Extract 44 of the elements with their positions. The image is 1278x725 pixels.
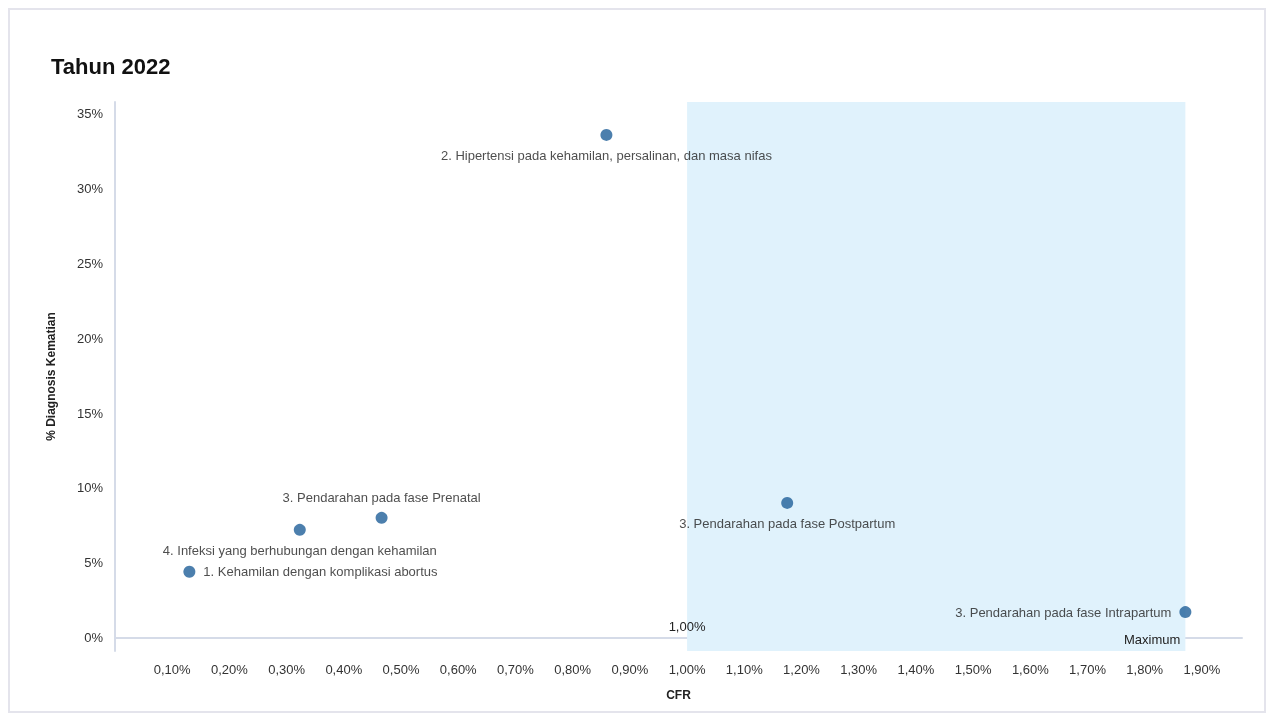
point [600, 128, 613, 141]
series-label: 2. Hipertensi pada kehamilan, persalinan, dan masa nifas [440, 147, 773, 163]
x-tick-label: 1,50% [954, 662, 992, 677]
x-tick-label: 0,60% [439, 662, 478, 677]
x-tick-label: 0,40% [325, 662, 363, 677]
x-tick-label: 0,10% [153, 662, 192, 677]
point [375, 511, 388, 524]
band-label: Maximum [1124, 632, 1181, 647]
chart-title: Tahun 2022 [51, 53, 171, 79]
x-tick-label: 0,50% [382, 662, 420, 677]
series-label: 3. Pendarahan pada fase Postpartum [679, 515, 896, 531]
y-tick-label: 35% [76, 106, 104, 122]
series-label: 3. Pendarahan pada fase Intrapartum [955, 604, 1172, 620]
x-tick-label: 1,40% [897, 662, 935, 677]
x-tick-label: 1,70% [1069, 662, 1107, 677]
x-tick-label: 0,90% [611, 662, 649, 677]
x-tick-label: 0,30% [268, 662, 306, 677]
point [1179, 606, 1192, 619]
y-axis-title: % Diagnosis Kematian [44, 312, 58, 441]
x-tick-label: 0,80% [554, 662, 592, 677]
point [183, 565, 196, 578]
point [781, 496, 794, 509]
y-tick-label: 10% [76, 480, 104, 496]
y-tick-label: 30% [76, 181, 104, 197]
series-label: 4. Infeksi yang berhubungan dengan kehamilan [162, 542, 437, 558]
annotation: 1,00% [668, 618, 706, 634]
x-tick-label: 0,20% [210, 662, 249, 677]
y-tick-label: 0% [84, 630, 104, 646]
x-tick-label: 1,80% [1126, 662, 1164, 677]
x-axis-title: CFR [666, 688, 692, 702]
x-tick-label: 1,20% [783, 662, 821, 677]
x-tick-label: 1,90% [1183, 662, 1221, 677]
x-tick-label: 1,00% [668, 662, 706, 677]
y-tick-label: 20% [76, 330, 104, 346]
x-tick-label: 1,30% [840, 662, 878, 677]
y-tick-label: 5% [84, 555, 104, 571]
x-tick-label: 1,60% [1011, 662, 1050, 677]
y-tick-label: 25% [76, 256, 104, 272]
x-tick-label: 0,70% [497, 662, 535, 677]
x-tick-label: 1,10% [725, 662, 764, 677]
series-label: 1. Kehamilan dengan komplikasi abortus [203, 564, 439, 580]
series-label: 3. Pendarahan pada fase Prenatal [282, 489, 481, 505]
point [293, 523, 306, 536]
y-tick-label: 15% [76, 405, 104, 421]
